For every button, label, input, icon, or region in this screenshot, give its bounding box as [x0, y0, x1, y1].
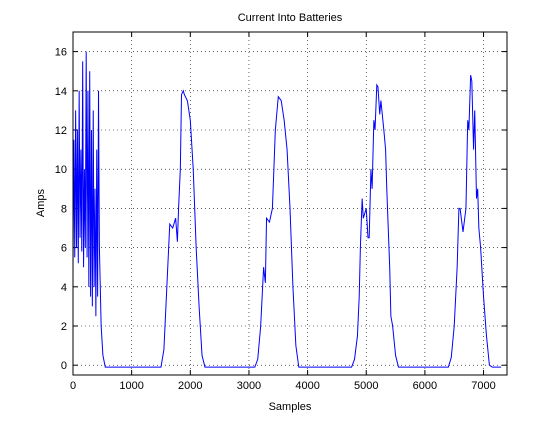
y-tick-label: 16 — [55, 47, 67, 59]
y-tick-label: 12 — [55, 125, 67, 137]
y-tick-label: 10 — [55, 164, 67, 176]
x-tick-label: 1000 — [119, 380, 143, 392]
y-axis-label: Amps — [35, 188, 47, 217]
data-line — [72, 51, 502, 368]
y-tick-label: 4 — [61, 282, 67, 294]
x-tick-label: 3000 — [237, 380, 261, 392]
y-tick-label: 2 — [61, 321, 67, 333]
y-tick-label: 6 — [61, 243, 67, 255]
x-axis-label: Samples — [269, 401, 312, 413]
x-tick-label: 7000 — [471, 380, 495, 392]
y-tick-label: 14 — [55, 86, 67, 98]
x-tick-label: 6000 — [413, 380, 437, 392]
x-tick-label: 2000 — [178, 380, 202, 392]
x-tick-label: 5000 — [354, 380, 378, 392]
x-tick-label: 4000 — [295, 380, 319, 392]
axes-box — [72, 31, 508, 376]
x-tick-label: 0 — [70, 380, 76, 392]
chart-title: Current Into Batteries — [238, 12, 343, 24]
y-tick-label: 0 — [61, 360, 67, 372]
y-tick-label: 8 — [61, 203, 67, 215]
